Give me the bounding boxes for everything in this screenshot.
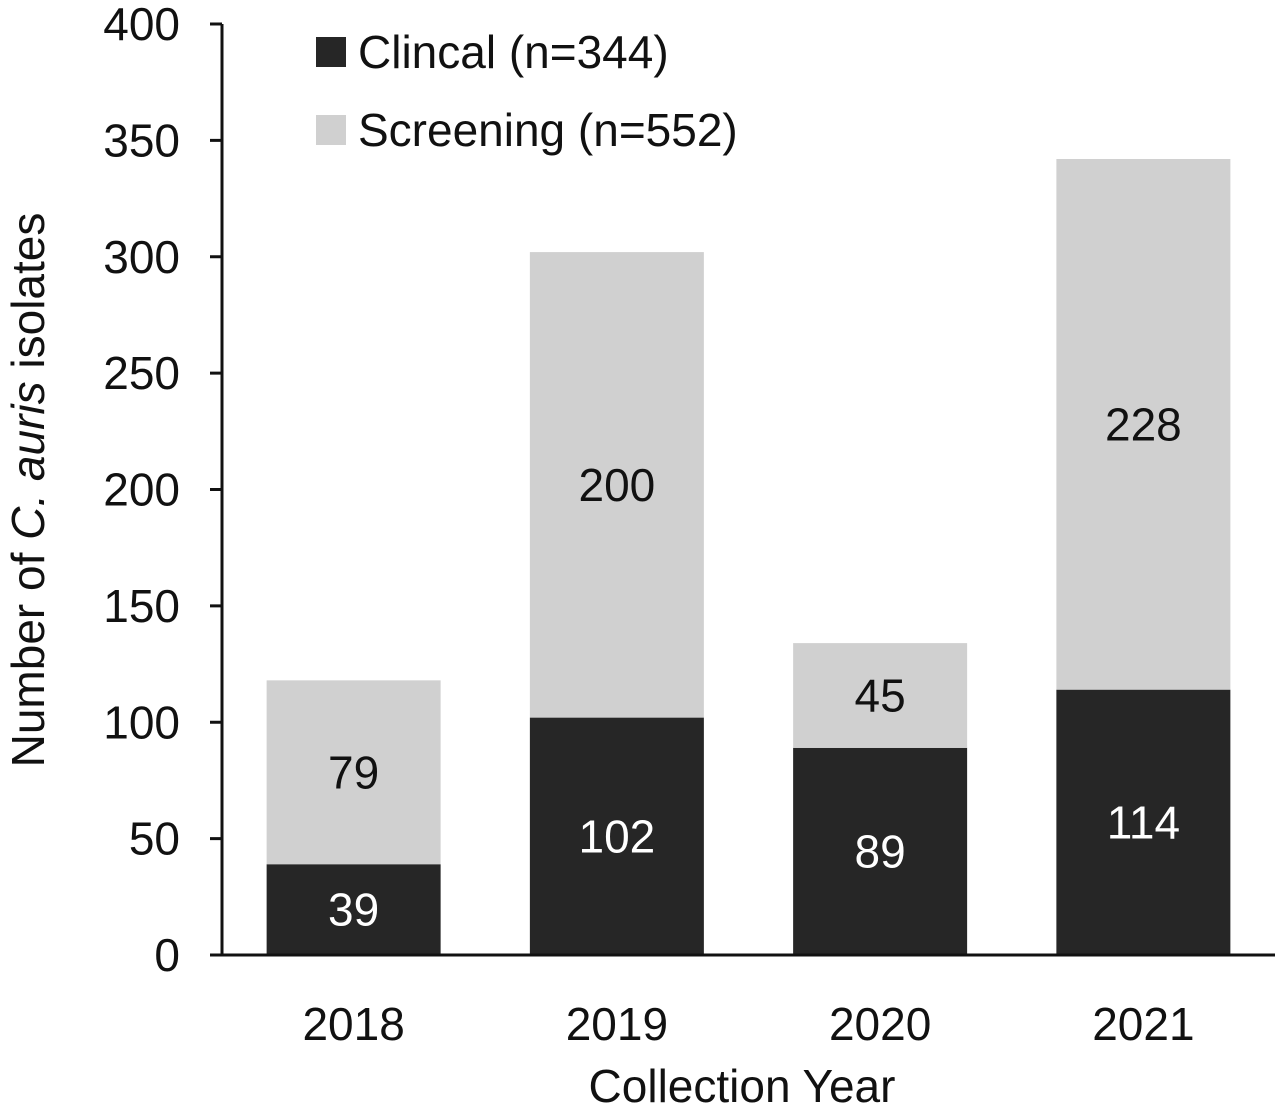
bar-value-label: 102 (579, 810, 656, 862)
bars (266, 158, 1231, 955)
bar-segment-screening-2020 (793, 643, 968, 748)
bar-segment-screening-2021 (1056, 158, 1231, 690)
bar-segment-clinical-2018 (266, 864, 441, 955)
y-tick-label: 350 (103, 114, 180, 166)
y-tick-label: 200 (103, 464, 180, 516)
y-tick-label: 50 (129, 813, 180, 865)
bar-value-label: 45 (855, 669, 906, 721)
y-axis-ticks: 0 50 100 150 200 250 300 350 400 (103, 0, 222, 981)
bar-value-label: 114 (1107, 796, 1180, 848)
bar-segment-screening-2018 (266, 680, 441, 865)
legend-swatch (316, 37, 346, 67)
legend: Clincal (n=344) Screening (n=552) (316, 26, 738, 156)
x-tick-label: 2020 (829, 998, 931, 1050)
x-tick-label: 2018 (302, 998, 404, 1050)
y-axis-title-suffix: isolates (2, 213, 54, 382)
axes (210, 24, 1275, 957)
y-tick-label: 0 (154, 929, 180, 981)
y-tick-label: 300 (103, 231, 180, 283)
bar-segment-clinical-2020 (793, 747, 968, 955)
y-axis-title: Number of C. auris isolates (2, 213, 54, 768)
bar-value-label: 228 (1105, 398, 1182, 450)
bar-value-label: 200 (579, 459, 656, 511)
x-tick-label: 2019 (566, 998, 668, 1050)
x-axis-title: Collection Year (589, 1060, 896, 1112)
x-axis-ticks: 2018 2019 2020 2021 (302, 998, 1194, 1050)
legend-swatch (316, 115, 346, 145)
y-axis-title-species: C. auris (2, 381, 54, 539)
y-tick-label: 400 (103, 0, 180, 50)
bar-value-labels: 39 79 102 200 89 45 114 228 (328, 398, 1182, 935)
legend-label: Screening (n=552) (358, 104, 738, 156)
y-axis-title-prefix: Number of (2, 540, 54, 768)
bar-segment-clinical-2021 (1056, 689, 1231, 955)
y-tick-label: 150 (103, 580, 180, 632)
bar-value-label: 89 (855, 825, 906, 877)
bar-segment-clinical-2019 (529, 717, 704, 955)
bar-value-label: 79 (328, 746, 379, 798)
legend-label: Clincal (n=344) (358, 26, 669, 78)
bar-value-label: 39 (328, 884, 379, 936)
y-tick-label: 100 (103, 696, 180, 748)
y-tick-label: 250 (103, 347, 180, 399)
x-tick-label: 2021 (1092, 998, 1194, 1050)
bar-segment-screening-2019 (529, 252, 704, 718)
